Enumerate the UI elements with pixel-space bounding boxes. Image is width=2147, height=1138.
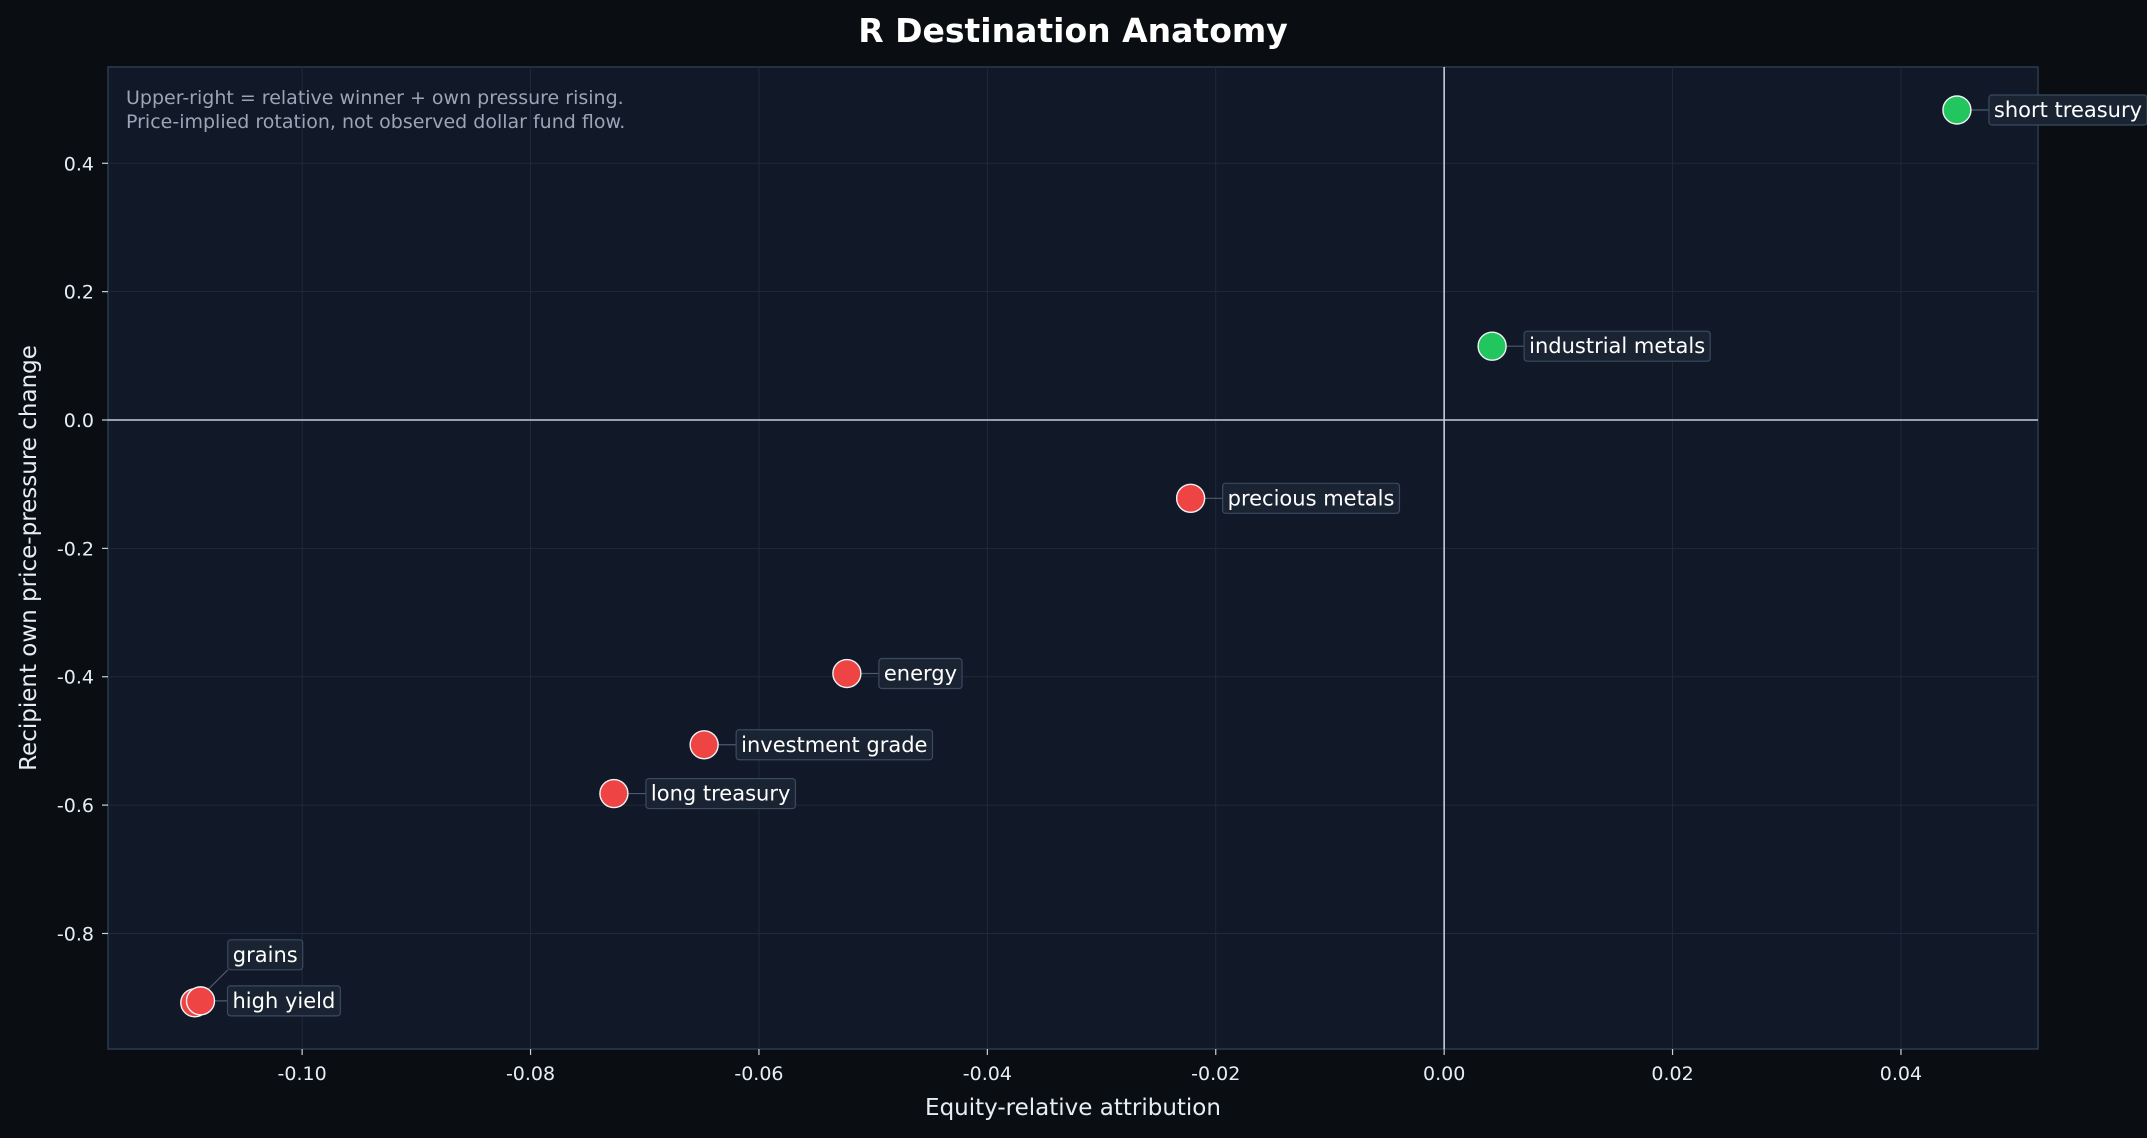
- point-label-box: [1988, 94, 2147, 126]
- data-points: [180, 95, 1972, 1018]
- point-label-energy: energy: [884, 662, 957, 686]
- point-labels: short treasury industrial metals precious …: [226, 94, 2147, 1017]
- point-label-box: [227, 939, 304, 971]
- data-point-short-treasury: [1942, 95, 1972, 125]
- y-tick-label: -0.8: [57, 923, 94, 945]
- point-label-box: [1523, 330, 1711, 362]
- x-tick-label: -0.06: [734, 1063, 783, 1085]
- chart-title: R Destination Anatomy: [858, 11, 1288, 50]
- data-point-industrial-metals: [1477, 331, 1507, 361]
- y-axis-label: Recipient own price-pressure change: [16, 345, 42, 771]
- annotation-line-2: Price-implied rotation, not observed dol…: [126, 111, 625, 133]
- x-axis-label: Equity-relative attribution: [925, 1095, 1221, 1121]
- x-tick-label: -0.08: [506, 1063, 555, 1085]
- y-tick-label: 0.2: [64, 282, 94, 304]
- x-tick-label: -0.10: [278, 1063, 327, 1085]
- point-label-box: [226, 985, 341, 1017]
- annotation-line-1: Upper-right = relative winner + own pres…: [126, 87, 624, 109]
- point-label-investment-grade: investment grade: [741, 733, 927, 757]
- y-tick-label: 0.4: [64, 153, 94, 175]
- y-tick-label: 0.0: [64, 410, 94, 432]
- data-point-high-yield: [185, 986, 216, 1016]
- point-label-high-yield: high yield: [233, 989, 336, 1013]
- x-tick-label: 0.02: [1651, 1063, 1693, 1085]
- point-label-box: [1222, 482, 1401, 514]
- point-label-grains: grains: [233, 943, 298, 967]
- data-point-investment-grade: [689, 730, 719, 760]
- x-tick-label: -0.02: [1191, 1063, 1240, 1085]
- reference-lines: [108, 67, 2038, 1049]
- point-label-box: [735, 729, 934, 761]
- data-point-precious-metals: [1175, 483, 1206, 514]
- point-label-long-treasury: long treasury: [651, 782, 791, 806]
- x-tick-label: 0.00: [1423, 1063, 1465, 1085]
- x-tick-label: 0.04: [1880, 1063, 1922, 1085]
- y-tick-label: -0.2: [57, 538, 94, 560]
- y-tick-label: -0.4: [57, 667, 94, 689]
- point-label-box: [878, 657, 963, 690]
- data-point-energy: [832, 658, 862, 689]
- plot-area: [107, 66, 2039, 1050]
- point-label-precious-metals: precious metals: [1228, 486, 1395, 510]
- axis-ticks: -0.10 -0.08 -0.06 -0.04 -0.02 0.00 0.02 0.04 0.4…: [57, 153, 1922, 1085]
- x-tick-label: -0.04: [963, 1063, 1012, 1085]
- data-point-long-treasury: [599, 778, 629, 809]
- point-label-industrial-metals: industrial metals: [1529, 334, 1705, 358]
- point-label-short-treasury: short treasury: [1994, 98, 2142, 122]
- y-tick-label: -0.6: [57, 795, 94, 817]
- point-label-box: [645, 777, 797, 810]
